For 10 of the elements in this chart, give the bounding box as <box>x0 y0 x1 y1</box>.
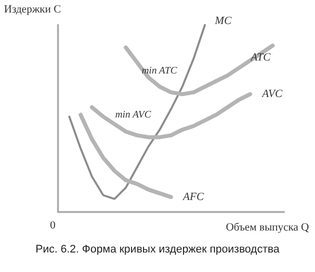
annotation: min AVC <box>115 110 152 120</box>
series-label: AVC <box>261 88 283 100</box>
series-label: ATC <box>250 52 272 64</box>
x-axis-title: Объем выпуска Q <box>226 222 310 234</box>
text: 0 <box>50 220 56 232</box>
series-label: MC <box>214 15 232 27</box>
text: Рис. 6.2. Форма кривых издержек производства <box>36 244 280 256</box>
y-axis-title: Издержки C <box>4 4 61 16</box>
annotation: min ATC <box>142 66 178 76</box>
series-label: AFC <box>182 191 204 204</box>
